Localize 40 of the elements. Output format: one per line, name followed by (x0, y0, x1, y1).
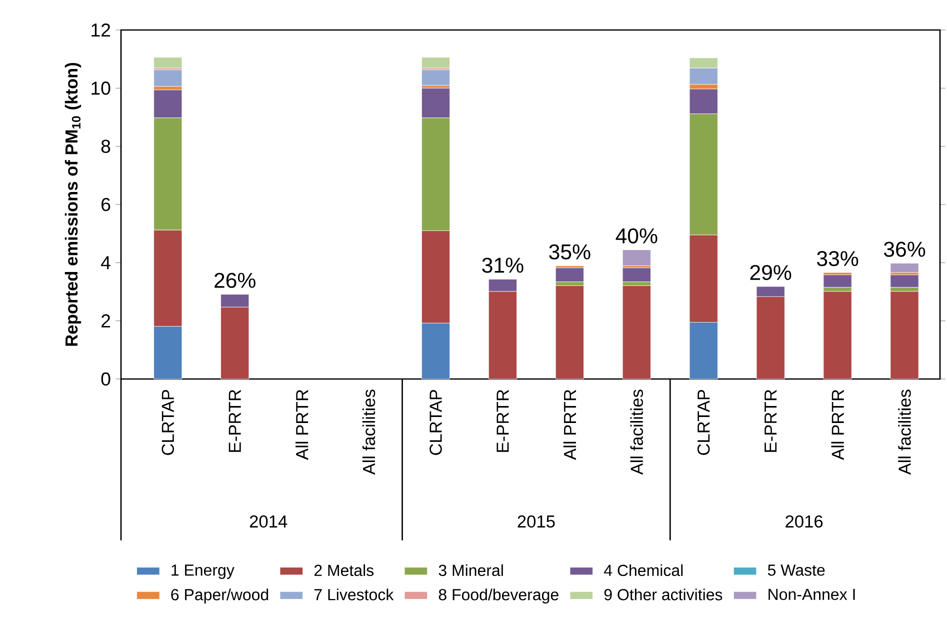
y-tick-label: 6 (102, 198, 110, 212)
annotation: 26% (214, 272, 256, 288)
text: 2016 (786, 515, 823, 528)
x-tick-label: CLRTAP (162, 390, 174, 455)
y-tick-label: 8 (101, 140, 110, 153)
x-tick-label: All PRTR (831, 390, 844, 460)
annotation: 33% (817, 251, 858, 266)
annotation: 29% (750, 264, 792, 280)
x-tick-label: All facilities (630, 390, 644, 475)
x-tick-label: All facilities (898, 390, 911, 475)
x-tick-label: All PRTR (296, 390, 308, 460)
x-tick-label: All PRTR (563, 390, 576, 460)
legend-label: 8 Food/beverage (438, 588, 558, 604)
x-tick-label: All facilities (362, 390, 376, 475)
x-tick-label: E-PRTR (764, 390, 777, 452)
x-tick-label: CLRTAP (697, 390, 710, 455)
annotation: 36% (884, 242, 926, 257)
x-tick-label: E-PRTR (228, 390, 241, 452)
annotation: 35% (549, 244, 590, 260)
legend-label: 7 Livestock (314, 588, 394, 600)
legend-label: 3 Mineral (438, 564, 503, 576)
x-tick-label: E-PRTR (496, 390, 509, 452)
y-tick-label: 10 (92, 82, 110, 95)
legend-label: 5 Waste (768, 564, 825, 576)
y-tick-label: 0 (101, 372, 110, 386)
legend-label: Non-Annex I (768, 588, 855, 600)
legend-label: 9 Other activities (604, 588, 722, 600)
text: 2014 (250, 515, 288, 528)
legend-label: 4 Chemical (604, 564, 683, 576)
legend-label: 1 Energy (172, 564, 234, 579)
annotation: 31% (482, 258, 524, 273)
legend-label: 6 Paper/wood (171, 588, 268, 604)
text: 2015 (518, 515, 555, 528)
y-axis-title: Reported emissions of PM$_{10}$ (kton) (64, 62, 82, 346)
y-tick-label: 12 (92, 23, 110, 37)
x-tick-label: CLRTAP (430, 390, 442, 455)
y-tick-label: 2 (102, 314, 110, 328)
y-tick-label: 4 (100, 256, 110, 270)
annotation: 40% (616, 228, 658, 244)
legend-label: 2 Metals (314, 564, 374, 576)
